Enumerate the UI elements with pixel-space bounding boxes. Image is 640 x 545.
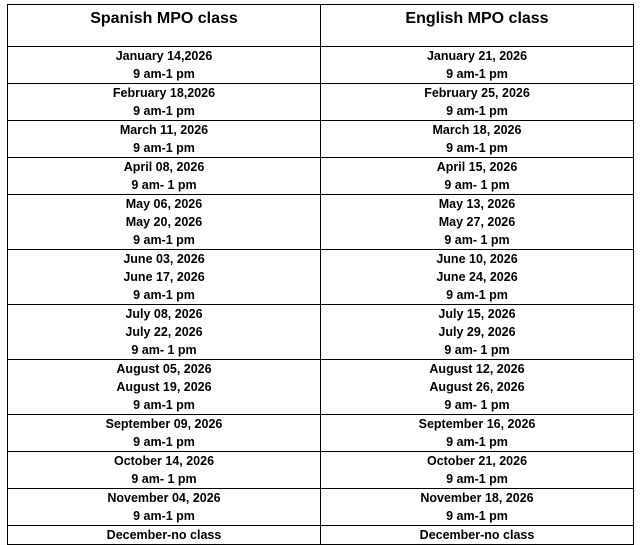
table-row: December-no class December-no class bbox=[7, 525, 634, 545]
english-class-cell: September 16, 2026 9 am-1 pm bbox=[320, 414, 634, 452]
english-class-time: 9 am-1 pm bbox=[446, 435, 508, 449]
english-class-cell: February 25, 2026 9 am-1 pm bbox=[320, 83, 634, 121]
english-class-date: September 16, 2026 bbox=[418, 417, 536, 431]
english-class-date: August 12, 2026 bbox=[429, 362, 525, 376]
english-class-date: July 15, 2026 bbox=[438, 307, 516, 321]
spanish-class-date: August 19, 2026 bbox=[116, 380, 212, 394]
english-class-cell: August 12, 2026 August 26, 2026 9 am- 1 pm bbox=[320, 359, 634, 415]
table-body: January 14,2026 9 am-1 pm January 21, 2026… bbox=[7, 46, 634, 545]
english-class-date: March 18, 2026 bbox=[432, 123, 522, 137]
english-class-cell: April 15, 2026 9 am- 1 pm bbox=[320, 157, 634, 195]
english-class-time: 9 am- 1 pm bbox=[444, 398, 510, 412]
table-header: Spanish MPO class English MPO class bbox=[7, 4, 634, 47]
table-row: November 04, 2026 9 am-1 pm November 18, 2… bbox=[7, 488, 634, 526]
spanish-class-time: 9 am-1 pm bbox=[133, 233, 195, 247]
spanish-class-cell: February 18,2026 9 am-1 pm bbox=[7, 83, 321, 121]
table-row: June 03, 2026 June 17, 2026 9 am-1 pm June … bbox=[7, 249, 634, 305]
table-row: September 09, 2026 9 am-1 pm September 16,… bbox=[7, 414, 634, 452]
spanish-class-cell: April 08, 2026 9 am- 1 pm bbox=[7, 157, 321, 195]
english-class-time: 9 am-1 pm bbox=[446, 509, 508, 523]
table-row: January 14,2026 9 am-1 pm January 21, 2026… bbox=[7, 46, 634, 84]
english-class-date: February 25, 2026 bbox=[424, 86, 530, 100]
spanish-class-time: 9 am- 1 pm bbox=[131, 178, 197, 192]
spanish-class-cell: January 14,2026 9 am-1 pm bbox=[7, 46, 321, 84]
spanish-class-date: November 04, 2026 bbox=[107, 491, 221, 505]
spanish-class-date: July 22, 2026 bbox=[125, 325, 203, 339]
spanish-class-date: October 14, 2026 bbox=[113, 454, 215, 468]
english-class-time: 9 am- 1 pm bbox=[444, 233, 510, 247]
english-class-cell: March 18, 2026 9 am-1 pm bbox=[320, 120, 634, 158]
english-class-date: October 21, 2026 bbox=[426, 454, 528, 468]
english-class-time: 9 am-1 pm bbox=[446, 472, 508, 486]
english-class-cell: January 21, 2026 9 am-1 pm bbox=[320, 46, 634, 84]
spanish-class-cell: May 06, 2026 May 20, 2026 9 am-1 pm bbox=[7, 194, 321, 250]
spanish-class-time: 9 am-1 pm bbox=[133, 509, 195, 523]
spanish-class-date: March 11, 2026 bbox=[119, 123, 209, 137]
english-class-cell: December-no class bbox=[320, 525, 634, 545]
english-class-time: 9 am-1 pm bbox=[446, 104, 508, 118]
spanish-class-date: May 06, 2026 bbox=[125, 197, 203, 211]
english-class-cell: October 21, 2026 9 am-1 pm bbox=[320, 451, 634, 489]
mpo-class-schedule-table: Spanish MPO class English MPO class Janu… bbox=[7, 4, 634, 545]
english-class-date: May 27, 2026 bbox=[438, 215, 516, 229]
spanish-class-date: September 09, 2026 bbox=[105, 417, 223, 431]
table-row: February 18,2026 9 am-1 pm February 25, 20… bbox=[7, 83, 634, 121]
english-class-time: 9 am- 1 pm bbox=[444, 343, 510, 357]
english-class-date: November 18, 2026 bbox=[420, 491, 534, 505]
english-class-date: April 15, 2026 bbox=[436, 160, 518, 174]
spanish-class-date: December-no class bbox=[106, 528, 222, 542]
spanish-class-cell: November 04, 2026 9 am-1 pm bbox=[7, 488, 321, 526]
spanish-class-date: February 18,2026 bbox=[112, 86, 216, 100]
spanish-class-time: 9 am-1 pm bbox=[133, 398, 195, 412]
english-class-cell: June 10, 2026 June 24, 2026 9 am-1 pm bbox=[320, 249, 634, 305]
english-class-date: July 29, 2026 bbox=[438, 325, 516, 339]
header-row: Spanish MPO class English MPO class bbox=[7, 4, 634, 47]
spanish-class-time: 9 am-1 pm bbox=[133, 435, 195, 449]
english-column-header: English MPO class bbox=[320, 4, 634, 47]
spanish-class-time: 9 am-1 pm bbox=[133, 67, 195, 81]
table-row: May 06, 2026 May 20, 2026 9 am-1 pm May 13,… bbox=[7, 194, 634, 250]
spanish-class-cell: December-no class bbox=[7, 525, 321, 545]
spanish-class-date: April 08, 2026 bbox=[123, 160, 205, 174]
table-row: April 08, 2026 9 am- 1 pm April 15, 2026 9 … bbox=[7, 157, 634, 195]
english-class-cell: May 13, 2026 May 27, 2026 9 am- 1 pm bbox=[320, 194, 634, 250]
english-class-cell: November 18, 2026 9 am-1 pm bbox=[320, 488, 634, 526]
english-class-time: 9 am-1 pm bbox=[446, 67, 508, 81]
spanish-class-cell: July 08, 2026 July 22, 2026 9 am- 1 pm bbox=[7, 304, 321, 360]
table-row: July 08, 2026 July 22, 2026 9 am- 1 pm July… bbox=[7, 304, 634, 360]
spanish-column-header: Spanish MPO class bbox=[7, 4, 321, 47]
english-class-cell: July 15, 2026 July 29, 2026 9 am- 1 pm bbox=[320, 304, 634, 360]
spanish-class-date: August 05, 2026 bbox=[116, 362, 212, 376]
english-class-date: May 13, 2026 bbox=[438, 197, 516, 211]
spanish-class-time: 9 am- 1 pm bbox=[131, 472, 197, 486]
spanish-class-date: July 08, 2026 bbox=[125, 307, 203, 321]
english-class-date: August 26, 2026 bbox=[429, 380, 525, 394]
english-class-time: 9 am- 1 pm bbox=[444, 178, 510, 192]
spanish-class-cell: September 09, 2026 9 am-1 pm bbox=[7, 414, 321, 452]
spanish-class-cell: October 14, 2026 9 am- 1 pm bbox=[7, 451, 321, 489]
table-row: August 05, 2026 August 19, 2026 9 am-1 pm A… bbox=[7, 359, 634, 415]
english-class-time: 9 am-1 pm bbox=[446, 141, 508, 155]
spanish-class-date: June 03, 2026 bbox=[123, 252, 205, 266]
spanish-class-time: 9 am-1 pm bbox=[133, 288, 195, 302]
spanish-class-time: 9 am- 1 pm bbox=[131, 343, 197, 357]
table-row: March 11, 2026 9 am-1 pm March 18, 2026 9 a… bbox=[7, 120, 634, 158]
english-class-date: June 24, 2026 bbox=[436, 270, 518, 284]
spanish-class-date: January 14,2026 bbox=[115, 49, 213, 63]
spanish-class-cell: June 03, 2026 June 17, 2026 9 am-1 pm bbox=[7, 249, 321, 305]
spanish-class-time: 9 am-1 pm bbox=[133, 104, 195, 118]
english-class-date: June 10, 2026 bbox=[436, 252, 518, 266]
table-row: October 14, 2026 9 am- 1 pm October 21, 20… bbox=[7, 451, 634, 489]
spanish-class-cell: March 11, 2026 9 am-1 pm bbox=[7, 120, 321, 158]
spanish-class-date: May 20, 2026 bbox=[125, 215, 203, 229]
spanish-class-time: 9 am-1 pm bbox=[133, 141, 195, 155]
english-class-date: December-no class bbox=[419, 528, 535, 542]
english-class-date: January 21, 2026 bbox=[426, 49, 528, 63]
spanish-class-date: June 17, 2026 bbox=[123, 270, 205, 284]
spanish-class-cell: August 05, 2026 August 19, 2026 9 am-1 pm bbox=[7, 359, 321, 415]
english-class-time: 9 am-1 pm bbox=[446, 288, 508, 302]
